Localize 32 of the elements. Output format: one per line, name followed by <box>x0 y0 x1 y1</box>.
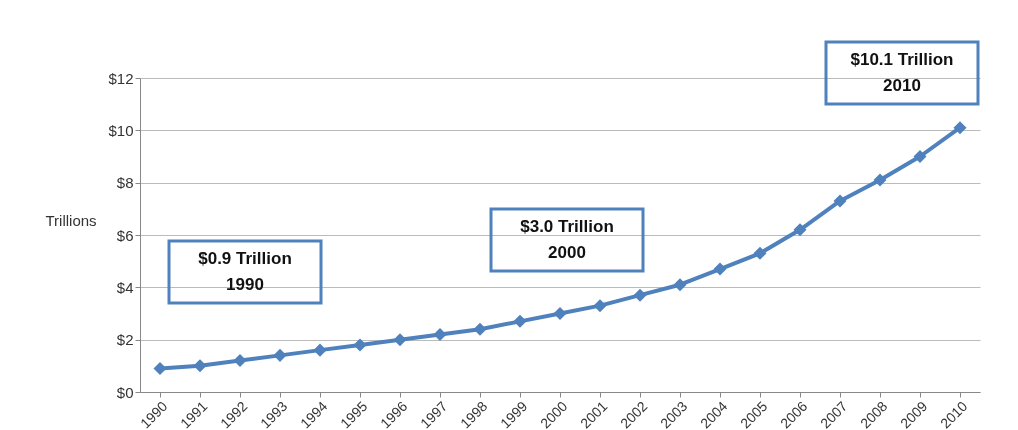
y-tick-label: $4 <box>116 278 134 296</box>
point <box>713 262 727 276</box>
y-tick-label: $12 <box>108 69 134 87</box>
annotation: $3.0 Trillion 2000 <box>520 217 614 262</box>
point <box>393 333 407 347</box>
point <box>513 314 527 328</box>
point <box>553 306 567 321</box>
y-tick-label: $8 <box>116 174 134 192</box>
point <box>753 246 767 260</box>
y-axis-title: Trillions <box>45 211 97 229</box>
point <box>473 322 487 336</box>
point <box>273 348 287 362</box>
point <box>353 338 367 352</box>
point <box>793 223 807 237</box>
point <box>593 299 607 313</box>
y-tick-label: $10 <box>108 121 134 139</box>
point <box>913 149 927 164</box>
annotation: $0.9 Trillion 1990 <box>198 249 292 294</box>
y-tick-label: $2 <box>116 331 134 349</box>
point <box>433 327 447 341</box>
point <box>153 361 167 375</box>
annotation: $10.1 Trillion 2010 <box>850 50 954 95</box>
point <box>233 354 247 368</box>
point <box>873 173 887 187</box>
point <box>633 288 647 302</box>
point <box>833 194 847 208</box>
point <box>953 121 967 135</box>
point <box>673 278 687 292</box>
y-tick-label: $0 <box>116 383 134 401</box>
point <box>313 343 327 357</box>
point <box>193 359 207 373</box>
y-tick-label: $6 <box>116 226 134 244</box>
